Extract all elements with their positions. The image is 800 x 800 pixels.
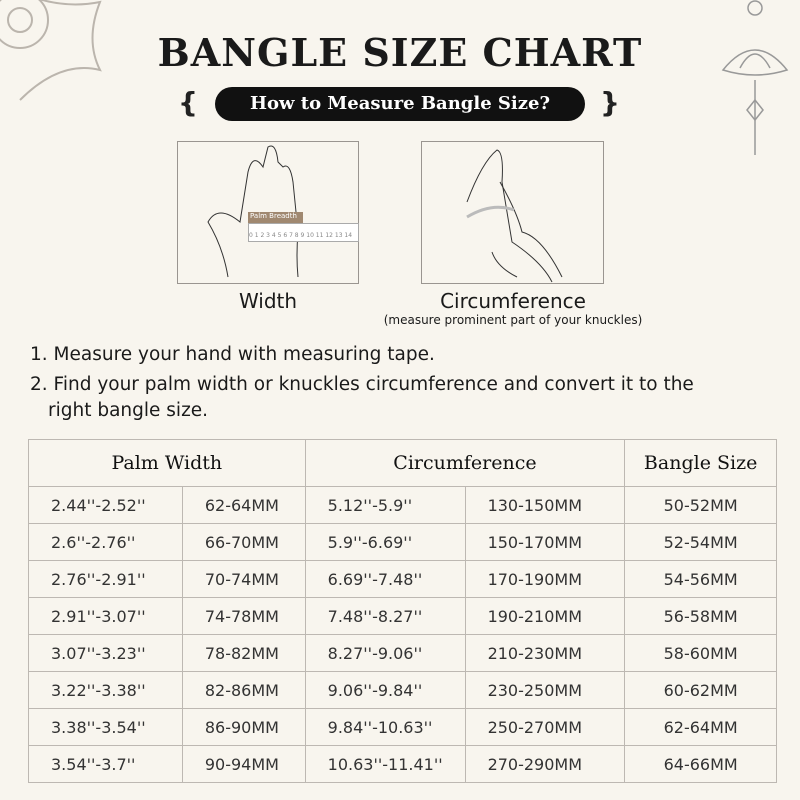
palm-width-mm-cell: 86-90MM [181,708,306,746]
palm-width-inches-cell: 3.54''-3.7'' [28,745,183,783]
table-row: 2.44''-2.52'' 62-64MM 5.12''-5.9'' 130-150M… [28,486,777,524]
palm-width-inches-cell: 3.38''-3.54'' [28,708,183,746]
mandala-decoration-icon [0,0,102,101]
table-row: 3.22''-3.38'' 82-86MM 9.06''-9.84'' 230-250… [28,671,777,709]
circumference-mm-cell: 150-170MM [464,523,626,561]
subtitle-banner: How to Measure Bangle Size? [215,87,585,121]
palm-width-mm-cell: 70-74MM [181,560,306,598]
table-row: 3.38''-3.54'' 86-90MM 9.84''-10.63'' 250-27… [28,708,777,746]
scroll-right-icon: } [600,86,620,119]
hand-knuckles-icon [466,149,563,283]
scroll-left-icon: { [178,86,198,119]
bangle-size-cell: 50-52MM [624,486,777,524]
circumference-inches-cell: 5.9''-6.69'' [304,523,466,561]
table-row: 2.76''-2.91'' 70-74MM 6.69''-7.48'' 170-190… [28,560,777,598]
header-palm-width: Palm Width [28,439,306,487]
circumference-inches-cell: 9.84''-10.63'' [304,708,466,746]
bangle-size-cell: 64-66MM [624,745,777,783]
width-illustration: Palm Breadth 0 1 2 3 4 5 6 7 8 9 10 11 1… [177,141,359,284]
palm-width-mm-cell: 74-78MM [181,597,306,635]
header-bangle-size: Bangle Size [624,439,777,487]
palm-width-mm-cell: 62-64MM [181,486,306,524]
palm-width-mm-cell: 78-82MM [181,634,306,672]
step-2-continued: right bangle size. [48,400,209,421]
table-row: 3.07''-3.23'' 78-82MM 8.27''-9.06'' 210-230… [28,634,777,672]
step-2: 2. Find your palm width or knuckles circ… [30,374,694,395]
palm-width-inches-cell: 2.76''-2.91'' [28,560,183,598]
circumference-mm-cell: 210-230MM [464,634,626,672]
hand-palm-icon [207,145,299,278]
circumference-mm-cell: 250-270MM [464,708,626,746]
palm-width-mm-cell: 90-94MM [181,745,306,783]
circumference-inches-cell: 6.69''-7.48'' [304,560,466,598]
step-1: 1. Measure your hand with measuring tape… [30,344,435,365]
bangle-size-cell: 58-60MM [624,634,777,672]
palm-width-mm-cell: 66-70MM [181,523,306,561]
circumference-label: Circumference [440,289,586,313]
table-row: 2.6''-2.76'' 66-70MM 5.9''-6.69'' 150-170MM… [28,523,777,561]
size-table: Palm Width Circumference Bangle Size 2.4… [28,439,777,783]
table-header-row: Palm Width Circumference Bangle Size [28,439,777,487]
bangle-size-cell: 62-64MM [624,708,777,746]
circumference-note: (measure prominent part of your knuckles… [383,313,643,327]
circumference-mm-cell: 230-250MM [464,671,626,709]
palm-width-inches-cell: 2.6''-2.76'' [28,523,183,561]
ruler: 0 1 2 3 4 5 6 7 8 9 10 11 12 13 14 [248,223,359,242]
palm-width-mm-cell: 82-86MM [181,671,306,709]
width-label: Width [238,289,298,313]
palm-width-inches-cell: 3.22''-3.38'' [28,671,183,709]
palm-width-inches-cell: 2.91''-3.07'' [28,597,183,635]
bangle-size-cell: 60-62MM [624,671,777,709]
circumference-mm-cell: 130-150MM [464,486,626,524]
page-title: BANGLE SIZE CHART [157,30,643,75]
palm-width-inches-cell: 3.07''-3.23'' [28,634,183,672]
circumference-inches-cell: 7.48''-8.27'' [304,597,466,635]
circumference-inches-cell: 9.06''-9.84'' [304,671,466,709]
ruler-label: Palm Breadth [248,212,303,223]
circumference-illustration [421,141,604,284]
palm-width-inches-cell: 2.44''-2.52'' [28,486,183,524]
header-circumference: Circumference [304,439,626,487]
table-row: 2.91''-3.07'' 74-78MM 7.48''-8.27'' 190-210… [28,597,777,635]
table-row: 3.54''-3.7'' 90-94MM 10.63''-11.41'' 270-29… [28,745,777,783]
bangle-size-cell: 56-58MM [624,597,777,635]
bangle-size-cell: 54-56MM [624,560,777,598]
circumference-inches-cell: 8.27''-9.06'' [304,634,466,672]
circumference-inches-cell: 10.63''-11.41'' [304,745,466,783]
circumference-inches-cell: 5.12''-5.9'' [304,486,466,524]
lotus-decoration-icon [721,0,789,155]
bangle-size-cell: 52-54MM [624,523,777,561]
circumference-mm-cell: 170-190MM [464,560,626,598]
circumference-mm-cell: 190-210MM [464,597,626,635]
circumference-mm-cell: 270-290MM [464,745,626,783]
